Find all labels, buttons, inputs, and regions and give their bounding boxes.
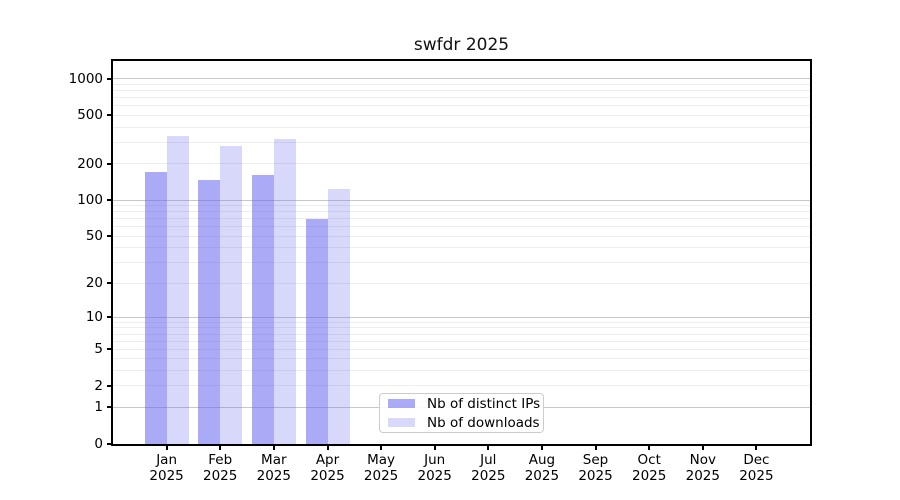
y-tick-label: 200 (77, 155, 103, 172)
x-axis-tick (594, 444, 597, 450)
y-tick-label: 20 (85, 275, 103, 292)
x-axis-tick (380, 444, 383, 450)
grid-line-minor (113, 163, 810, 165)
y-axis-tick (107, 443, 113, 445)
y-tick-label: 500 (77, 107, 103, 124)
y-tick-label: 2 (94, 377, 103, 394)
x-axis-tick (165, 444, 168, 450)
bar-downloads-2 (273, 139, 296, 444)
y-axis-tick (107, 235, 113, 238)
x-axis-tick (272, 444, 275, 450)
x-axis-tick (487, 444, 490, 450)
legend: Nb of distinct IPs Nb of downloads (379, 393, 544, 433)
grid-line-minor (113, 126, 810, 128)
grid-line-minor (113, 340, 810, 342)
grid-line-minor (113, 321, 810, 323)
grid-line-minor (113, 282, 810, 284)
legend-item-downloads: Nb of downloads (380, 415, 543, 431)
grid-line-major (113, 78, 810, 80)
legend-swatch-distinct-ips (388, 399, 415, 408)
x-tick-label: Dec 2025 (739, 452, 774, 484)
y-axis-tick (107, 282, 113, 285)
y-tick-label: 50 (85, 228, 103, 245)
x-tick-label: Sep 2025 (578, 452, 613, 484)
grid-line-minor (113, 114, 810, 116)
y-tick-label: 100 (77, 192, 103, 209)
bar-downloads-3 (327, 189, 350, 444)
y-tick-label: 1000 (68, 70, 103, 87)
y-axis-tick (107, 162, 113, 165)
bar-distinct-ips-2 (251, 175, 274, 444)
x-tick-label: Feb 2025 (203, 452, 238, 484)
grid-line-minor (113, 247, 810, 249)
grid-line-minor (113, 262, 810, 263)
y-tick-label: 0 (94, 436, 103, 452)
x-tick-label: Oct 2025 (632, 452, 667, 484)
bar-distinct-ips-0 (144, 172, 167, 444)
grid-line-minor (113, 370, 810, 372)
x-axis-tick (540, 444, 543, 450)
chart-title: swfdr 2025 (413, 35, 510, 55)
grid-line-minor (113, 333, 810, 335)
x-tick-label: Mar 2025 (256, 452, 291, 484)
grid-line-minor (113, 90, 810, 92)
x-tick-label: Apr 2025 (310, 452, 345, 484)
legend-label-distinct-ips: Nb of distinct IPs (427, 395, 541, 412)
y-axis-tick (107, 77, 113, 80)
legend-label-downloads: Nb of downloads (427, 414, 540, 431)
bar-downloads-1 (220, 146, 243, 444)
grid-line-minor (113, 205, 810, 207)
x-tick-label: Nov 2025 (685, 452, 720, 484)
grid-line-minor (113, 348, 810, 350)
x-axis-tick (326, 444, 329, 450)
grid-line-minor (113, 83, 810, 85)
grid-line-minor (113, 141, 810, 143)
y-tick-label: 10 (85, 309, 103, 326)
y-axis-tick (107, 348, 113, 351)
x-axis-tick (433, 444, 436, 450)
legend-swatch-downloads (388, 418, 415, 427)
x-tick-label: Jan 2025 (149, 452, 184, 484)
grid-line-minor (113, 385, 810, 387)
x-tick-label: Jul 2025 (471, 452, 506, 484)
grid-line-minor (113, 235, 810, 237)
grid-line-minor (113, 358, 810, 360)
x-axis-tick (648, 444, 651, 450)
bar-distinct-ips-3 (305, 218, 328, 444)
x-tick-label: Aug 2025 (524, 452, 560, 484)
legend-item-distinct-ips: Nb of distinct IPs (380, 396, 543, 412)
y-axis-tick (107, 114, 113, 117)
grid-line-minor (113, 211, 810, 213)
x-axis-tick (755, 444, 758, 450)
y-axis-tick (107, 199, 113, 202)
grid-line-minor (113, 97, 810, 99)
bar-distinct-ips-1 (198, 179, 221, 444)
grid-line-minor (113, 218, 810, 220)
y-axis-tick (107, 384, 113, 387)
grid-line-major (113, 316, 810, 318)
x-axis-tick (219, 444, 222, 450)
y-axis-tick (107, 406, 113, 409)
y-tick-label: 5 (94, 341, 103, 358)
grid-line-major (113, 199, 810, 201)
grid-line-minor (113, 226, 810, 228)
x-tick-label: Jun 2025 (417, 452, 452, 484)
x-axis-tick (701, 444, 704, 450)
bar-downloads-0 (166, 135, 189, 444)
y-axis-tick (107, 316, 113, 319)
grid-line-minor (113, 105, 810, 107)
grid-line-minor (113, 327, 810, 329)
y-tick-label: 1 (94, 399, 103, 416)
x-tick-label: May 2025 (363, 452, 399, 484)
